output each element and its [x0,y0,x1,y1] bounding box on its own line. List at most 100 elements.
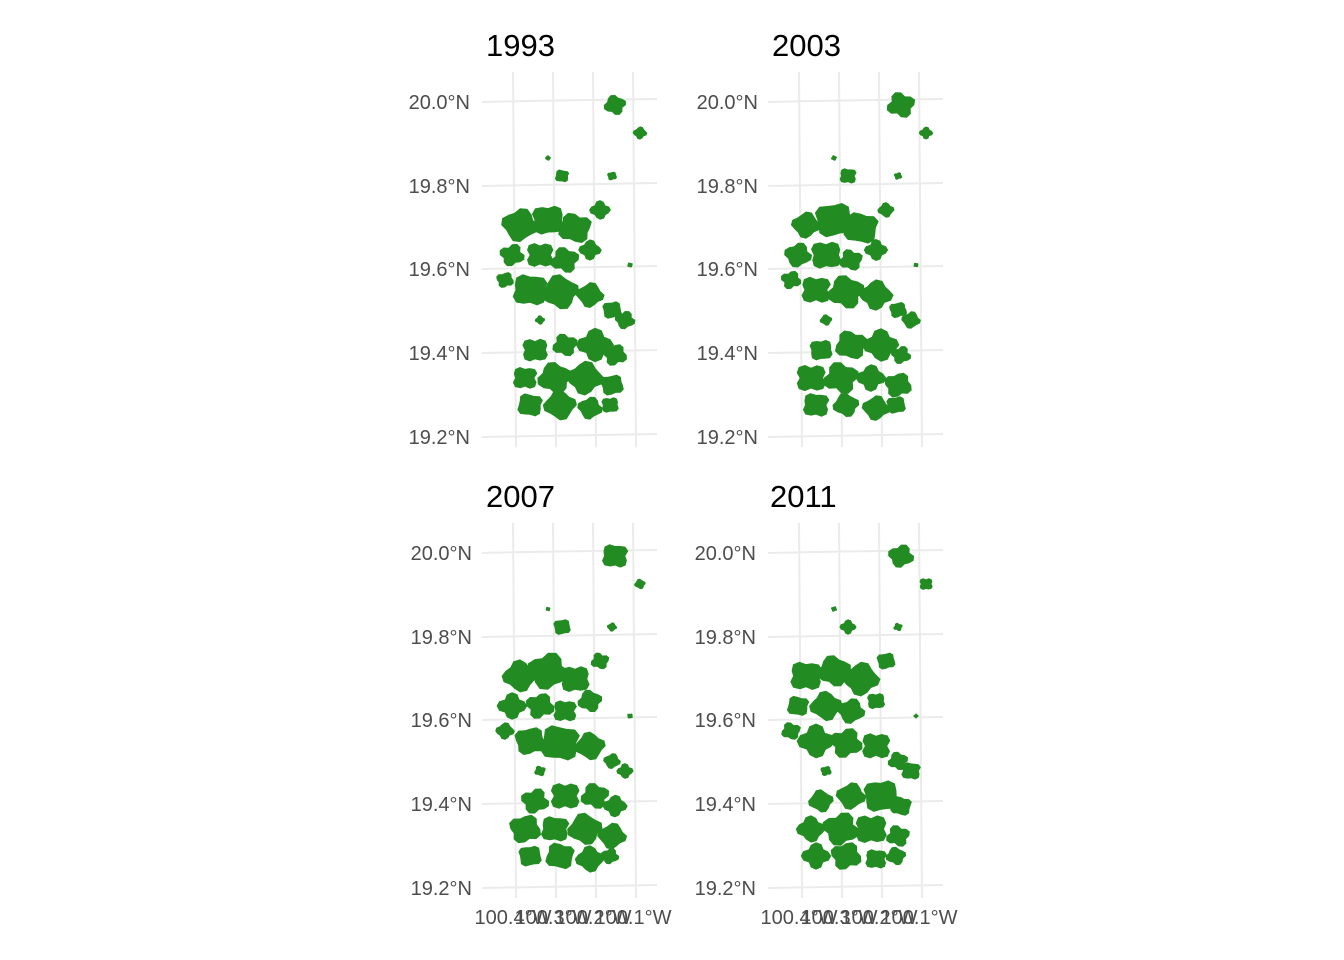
forest-patch [501,208,540,243]
y-tick-label: 19.8°N [697,176,758,198]
forest-patch [831,606,837,612]
y-tick-label: 19.4°N [409,343,470,365]
forest-patch [545,842,575,870]
lon-gridline [592,71,597,448]
forest-patch [574,731,606,761]
lat-gridline [767,633,944,638]
forest-patch [829,728,863,758]
forest-patch [913,713,919,719]
forest-patch [627,262,633,268]
y-tick-label: 19.8°N [695,627,756,649]
forest-patch [512,274,548,306]
forest-patch [843,212,879,244]
forest-patch [919,578,933,590]
y-tick-label: 19.6°N [409,259,470,281]
forest-patch [575,327,615,363]
forest-patch [790,661,823,690]
forest-patch [781,722,801,740]
forest-patch [862,328,900,362]
forest-patch [527,243,554,267]
forest-patch [839,619,857,635]
forest-patch [795,815,826,843]
forest-patch [893,172,903,180]
forest-patch [886,396,906,414]
forest-patch [901,762,921,780]
forest-patch [496,692,528,720]
forest-patch [509,814,541,844]
forest-patch [607,171,617,181]
forest-patch [786,695,810,716]
y-tick-label: 19.2°N [695,878,756,900]
forest-patch [527,652,569,690]
forest-patch [918,126,934,140]
y-tick-label: 20.0°N [695,543,756,565]
lat-gridline [481,884,658,889]
y-tick-label: 19.2°N [411,878,472,900]
facet-panel-2: 2003 20.0°N 19.8°N 19.6°N 19.4°N 19.2°N [697,28,944,449]
forest-patch [550,247,580,273]
forest-patch [553,619,571,635]
forest-patch [885,846,906,866]
panel-title: 1993 [486,28,555,63]
forest-patch [552,333,578,357]
forest-patch [865,849,887,869]
forest-cover [781,544,933,870]
forest-patch [891,346,912,364]
lat-gridline [481,98,658,103]
forest-patch [827,275,865,309]
y-tick-label: 19.8°N [409,176,470,198]
forest-patch [531,205,565,235]
forest-patch [578,239,602,261]
forest-patch [861,395,891,421]
forest-patch [831,155,837,161]
y-tick-label: 20.0°N [411,543,472,565]
forest-cover [496,94,648,421]
lon-gridline [632,522,637,899]
forest-patch [601,848,620,865]
forest-patch [887,751,908,771]
forest-patch [823,362,859,394]
forest-patch [540,725,580,761]
forest-patch [616,763,634,779]
y-tick-label: 19.6°N [695,710,756,732]
forest-patch [835,330,868,360]
forest-patch [877,202,895,218]
forest-patch [886,825,910,847]
y-tick-label: 19.6°N [697,259,758,281]
forest-patch [832,392,860,417]
lat-gridline [481,433,658,438]
y-tick-label: 19.4°N [411,794,472,816]
forest-patch [553,700,577,722]
forest-patch [542,389,577,421]
forest-patch [545,606,551,612]
x-tick-label: 100.1°W [881,907,958,929]
y-tick-label: 19.8°N [411,627,472,649]
forest-patch [867,693,886,710]
forest-patch [784,242,813,268]
forest-patch [580,783,610,809]
forest-patch [888,544,915,568]
forest-patch [514,727,546,755]
x-tick-label: 100.2°W [555,907,632,929]
panel-title: 2003 [772,28,841,63]
forest-patch [796,365,826,392]
forest-patch [627,713,633,719]
forest-patch [802,393,830,417]
forest-patch [614,311,636,330]
forest-patch [540,274,580,310]
forest-patch [522,338,548,362]
y-tick-label: 19.6°N [411,710,472,732]
forest-patch [512,367,538,389]
forest-patch [822,812,860,846]
forest-patch [606,622,618,632]
forest-patch [603,94,626,115]
forest-patch [819,314,833,326]
facet-panel-3: 2007 20.0°N 19.8°N 19.6°N 19.4°N 19.2°N100.4°… [411,479,672,929]
forest-patch [590,652,610,670]
forest-patch [525,693,555,719]
forest-patch [518,845,542,867]
forest-patch [602,544,629,568]
forest-patch [602,301,622,319]
forest-patch [830,842,862,870]
forest-patch [863,780,899,812]
